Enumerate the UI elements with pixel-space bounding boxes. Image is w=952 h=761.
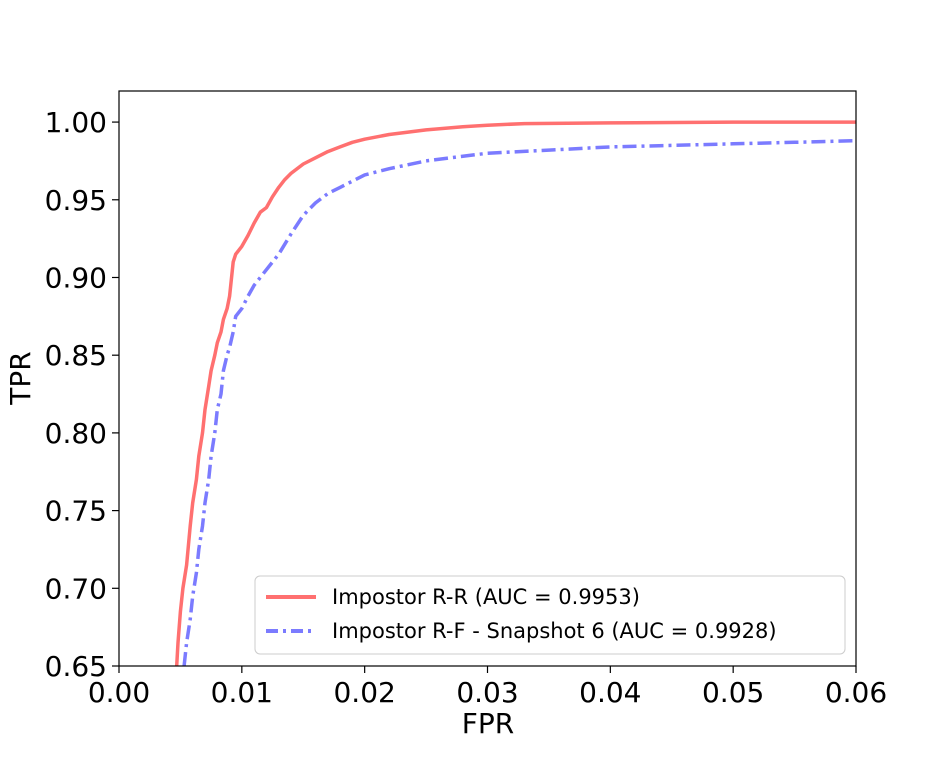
x-tick-label: 0.04 bbox=[579, 676, 641, 709]
x-tick-label: 0.06 bbox=[825, 676, 887, 709]
y-axis-label: TPR bbox=[4, 351, 37, 405]
x-tick-label: 0.02 bbox=[333, 676, 395, 709]
y-tick-label: 1.00 bbox=[45, 106, 107, 139]
x-tick-label: 0.00 bbox=[88, 676, 150, 709]
y-tick-label: 0.70 bbox=[45, 572, 107, 605]
x-axis: 0.00 0.01 0.02 0.03 0.04 0.05 0.06 bbox=[88, 666, 887, 709]
series-line-0 bbox=[174, 120, 856, 666]
series-line-1 bbox=[182, 138, 856, 666]
x-axis-label: FPR bbox=[462, 707, 514, 740]
y-tick-label: 0.95 bbox=[45, 184, 107, 217]
legend-label-rr: Impostor R-R (AUC = 0.9953) bbox=[332, 585, 640, 609]
x-tick-label: 0.03 bbox=[456, 676, 518, 709]
y-tick-label: 0.80 bbox=[45, 417, 107, 450]
legend-box bbox=[254, 575, 846, 655]
y-tick-label: 0.90 bbox=[45, 261, 107, 294]
y-axis: 0.65 0.70 0.75 0.80 0.85 0.90 0.95 1.00 bbox=[45, 106, 119, 683]
y-tick-label: 0.85 bbox=[45, 339, 107, 372]
x-tick-label: 0.05 bbox=[702, 676, 764, 709]
y-tick-label: 0.75 bbox=[45, 495, 107, 528]
legend-label-rf: Impostor R-F - Snapshot 6 (AUC = 0.9928) bbox=[332, 619, 777, 643]
legend: Impostor R-R (AUC = 0.9953) Impostor R-F… bbox=[254, 575, 846, 655]
series-layer bbox=[174, 120, 856, 666]
y-tick-label: 0.65 bbox=[45, 650, 107, 683]
x-tick-label: 0.01 bbox=[211, 676, 273, 709]
